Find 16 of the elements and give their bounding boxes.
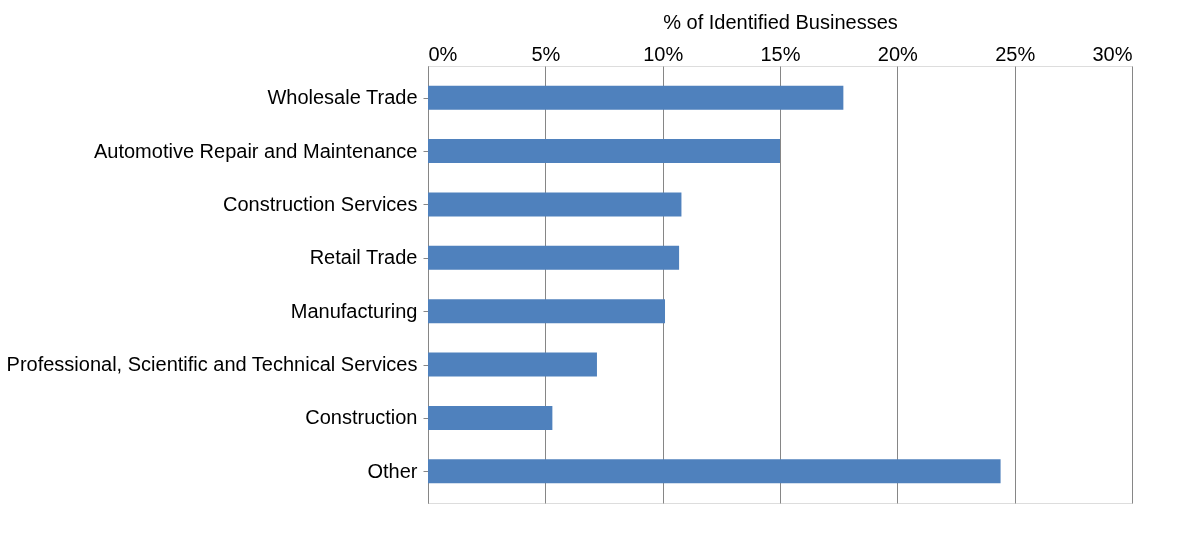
y-tick-label: Construction	[305, 406, 418, 429]
y-tick-label: Wholesale Trade	[267, 86, 418, 109]
y-tick-label: Other	[367, 459, 418, 482]
x-tick-label: 15%	[760, 42, 801, 65]
x-tick-label: 10%	[643, 42, 684, 65]
x-tick-label: 5%	[531, 42, 561, 65]
x-tick-label: 0%	[428, 42, 458, 65]
y-tick-label: Retail Trade	[309, 246, 418, 269]
x-tick-label: 25%	[995, 42, 1036, 65]
y-tick-label: Professional, Scientific and Technical Services	[6, 353, 418, 376]
y-tick-label: Construction Services	[222, 192, 418, 215]
x-tick-label: 20%	[877, 42, 919, 65]
y-tick-label: Manufacturing	[290, 299, 418, 322]
x-tick-label: 30%	[1092, 42, 1133, 65]
y-tick-label: Automotive Repair and Maintenance	[93, 139, 418, 162]
x-axis-title: % of Identified Businesses	[663, 10, 898, 33]
